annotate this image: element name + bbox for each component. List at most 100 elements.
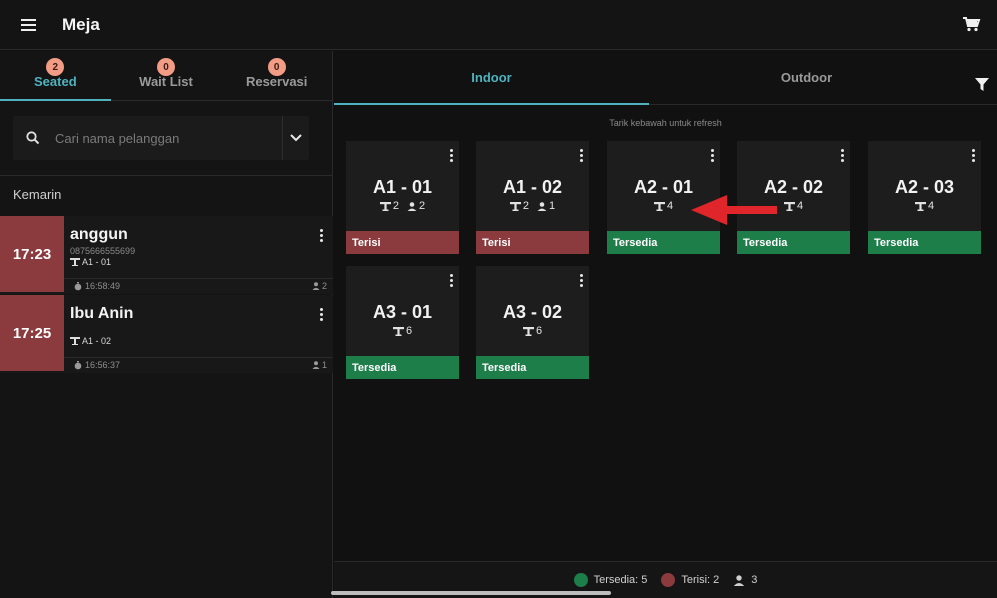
person-icon (537, 201, 547, 211)
table-card[interactable]: A2 - 01 4 Tersedia (607, 141, 720, 254)
table-card[interactable]: A3 - 01 6 Tersedia (346, 266, 459, 379)
table-status-badge: Tersedia (868, 231, 981, 254)
tab-seated[interactable]: 2 Seated (0, 51, 111, 101)
order-tabs: 2 Seated 0 Wait List 0 Reservasi (0, 51, 332, 101)
table-capacity: 2 (509, 200, 529, 212)
search-icon (26, 131, 40, 145)
cart-icon[interactable] (961, 14, 981, 34)
legend-occupied: Terisi: 2 (661, 573, 719, 587)
order-card[interactable]: 17:23 anggun 0875666555699 A1 - 01 16:58… (0, 216, 333, 294)
table-status-badge: Tersedia (476, 356, 589, 379)
table-name: A2 - 01 (633, 177, 694, 197)
search-input[interactable] (55, 130, 282, 146)
seated-count-badge: 2 (46, 58, 65, 76)
table-capacity-value: 4 (666, 200, 674, 212)
order-time: 17:23 (0, 216, 64, 292)
table-icon (653, 201, 665, 211)
table-guests-value: 2 (419, 200, 426, 212)
order-card[interactable]: 17:25 Ibu Anin A1 - 02 16:56:37 1 (0, 295, 333, 373)
table-card[interactable]: A3 - 02 6 Tersedia (476, 266, 589, 379)
search-filter-dropdown[interactable] (283, 116, 309, 160)
tab-outdoor[interactable]: Outdoor (780, 70, 833, 85)
table-meta: 4 (737, 200, 850, 212)
elapsed-time: 16:58:49 (74, 281, 120, 291)
order-table-label: A1 - 01 (82, 257, 112, 267)
filter-icon[interactable] (975, 78, 989, 92)
table-capacity: 2 (379, 200, 399, 212)
reservasi-count-badge: 0 (267, 58, 286, 76)
table-meta: 6 (476, 325, 589, 337)
table-guests: 1 (537, 200, 555, 212)
table-capacity: 4 (914, 200, 935, 212)
occupied-dot (661, 573, 676, 587)
table-name: A2 - 02 (763, 177, 824, 197)
table-card[interactable]: A2 - 02 4 Tersedia (737, 141, 850, 254)
available-dot (573, 573, 588, 587)
tab-reservasi[interactable]: 0 Reservasi (221, 51, 332, 100)
guest-count: 2 (312, 281, 327, 291)
tables-panel: Indoor Outdoor Tarik kebawah untuk refre… (334, 51, 997, 598)
table-card[interactable]: A2 - 03 4 Tersedia (868, 141, 981, 254)
table-more-button[interactable] (577, 274, 585, 288)
table-more-button[interactable] (447, 149, 455, 163)
search-bar (13, 116, 309, 160)
stopwatch-icon (74, 360, 82, 369)
table-more-button[interactable] (577, 149, 585, 163)
tab-label: Seated (34, 74, 77, 89)
legend-guests-count: 3 (751, 574, 758, 586)
chevron-down-icon (290, 134, 302, 142)
customer-name: Ibu Anin (70, 305, 134, 322)
table-guests-value: 1 (549, 200, 556, 212)
tab-indoor[interactable]: Indoor (334, 51, 649, 105)
table-icon (783, 201, 795, 211)
table-more-button[interactable] (838, 149, 846, 163)
table-card[interactable]: A1 - 02 2 1 Terisi (476, 141, 589, 254)
table-more-button[interactable] (969, 149, 977, 163)
table-more-button[interactable] (708, 149, 716, 163)
order-footer: 16:56:37 1 (64, 357, 333, 371)
table-capacity: 4 (653, 200, 674, 212)
stopwatch-icon (74, 281, 82, 290)
legend-available-label: Tersedia: 5 (593, 574, 648, 586)
table-status-badge: Tersedia (607, 231, 720, 254)
tab-wait-list[interactable]: 0 Wait List (111, 51, 222, 100)
page-title: Meja (62, 14, 100, 34)
table-card[interactable]: A1 - 01 2 2 Terisi (346, 141, 459, 254)
table-meta: 4 (868, 200, 981, 212)
refresh-hint: Tarik kebawah untuk refresh (609, 118, 722, 128)
app-bar: Meja (0, 0, 997, 50)
guest-count-value: 2 (321, 281, 327, 291)
menu-icon[interactable] (16, 12, 42, 38)
customer-phone: 0875666555699 (70, 246, 136, 256)
person-icon (312, 361, 320, 369)
table-capacity: 6 (392, 325, 412, 337)
area-tabs: Indoor Outdoor (334, 51, 997, 105)
order-table: A1 - 01 (70, 257, 111, 267)
table-capacity-value: 4 (927, 200, 935, 212)
home-indicator (331, 591, 611, 595)
table-status-badge: Tersedia (737, 231, 850, 254)
guest-count: 1 (312, 360, 327, 370)
table-capacity-value: 2 (522, 200, 529, 212)
table-more-button[interactable] (447, 274, 455, 288)
table-status-badge: Terisi (476, 231, 589, 254)
order-table: A1 - 02 (70, 336, 111, 346)
tab-label: Reservasi (245, 74, 308, 89)
order-more-button[interactable] (315, 305, 327, 323)
table-status-badge: Terisi (346, 231, 459, 254)
table-name: A1 - 02 (502, 177, 563, 197)
table-capacity-value: 4 (796, 200, 804, 212)
table-name: A1 - 01 (372, 177, 433, 197)
table-name: A3 - 02 (502, 302, 563, 322)
order-table-label: A1 - 02 (82, 336, 112, 346)
wait-list-count-badge: 0 (157, 58, 175, 76)
table-capacity-value: 6 (535, 325, 543, 337)
table-meta: 4 (607, 200, 720, 212)
search-divider (282, 116, 283, 160)
table-icon (522, 326, 534, 336)
order-more-button[interactable] (315, 226, 327, 244)
table-meta: 6 (346, 325, 459, 337)
table-capacity: 4 (783, 200, 804, 212)
person-icon (407, 201, 417, 211)
